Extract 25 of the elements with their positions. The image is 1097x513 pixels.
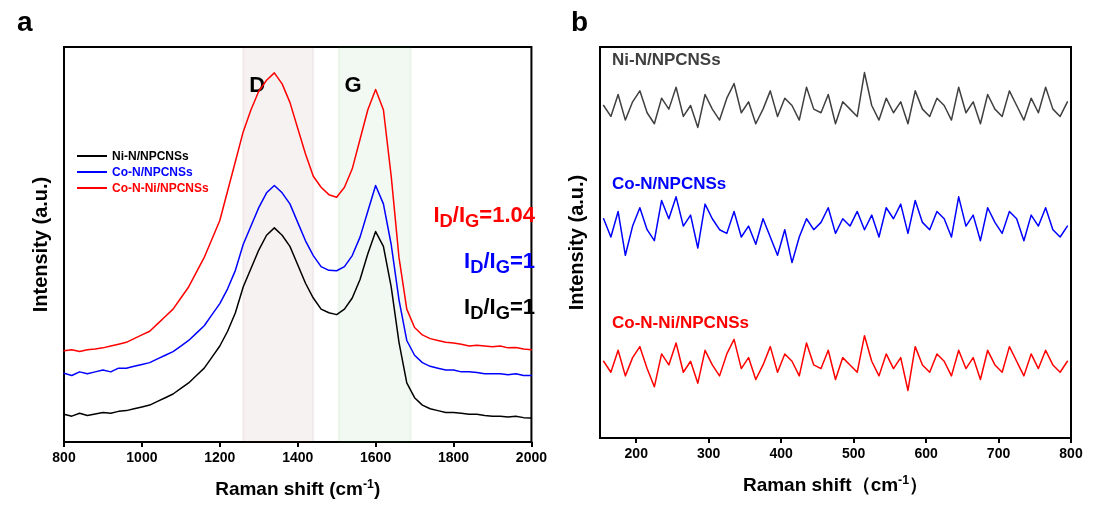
- x-tick-label: 1400: [282, 449, 314, 465]
- x-tick-label: 1200: [204, 449, 236, 465]
- series-label: Ni-N/NPCNSs: [612, 49, 721, 69]
- x-tick-label: 600: [914, 445, 938, 461]
- legend-label: Co-N/NPCNSs: [112, 165, 193, 179]
- legend-label: Co-N-Ni/NPCNSs: [112, 181, 209, 195]
- y-axis-title: Intensity (a.u.): [29, 176, 51, 313]
- x-tick-label: 800: [1059, 445, 1083, 461]
- x-tick-label: 800: [52, 449, 76, 465]
- band-label: G: [344, 71, 362, 97]
- x-tick-label: 1800: [437, 449, 470, 465]
- legend-label: Ni-N/NPCNSs: [112, 149, 189, 163]
- x-tick-label: 500: [841, 445, 866, 461]
- x-tick-label: 1000: [126, 449, 158, 465]
- chart-title: a: [17, 5, 33, 37]
- chart-title: b: [571, 5, 589, 37]
- x-tick-label: 2000: [515, 449, 548, 465]
- x-tick-label: 300: [697, 445, 721, 461]
- x-tick-label: 200: [624, 445, 649, 461]
- x-tick-label: 1600: [360, 449, 392, 465]
- y-axis-title: Intensity (a.u.): [565, 174, 587, 311]
- series-label: Co-N-Ni/NPCNSs: [612, 312, 749, 332]
- x-tick-label: 400: [769, 445, 794, 461]
- series-label: Co-N/NPCNSs: [612, 173, 727, 193]
- x-tick-label: 700: [986, 445, 1011, 461]
